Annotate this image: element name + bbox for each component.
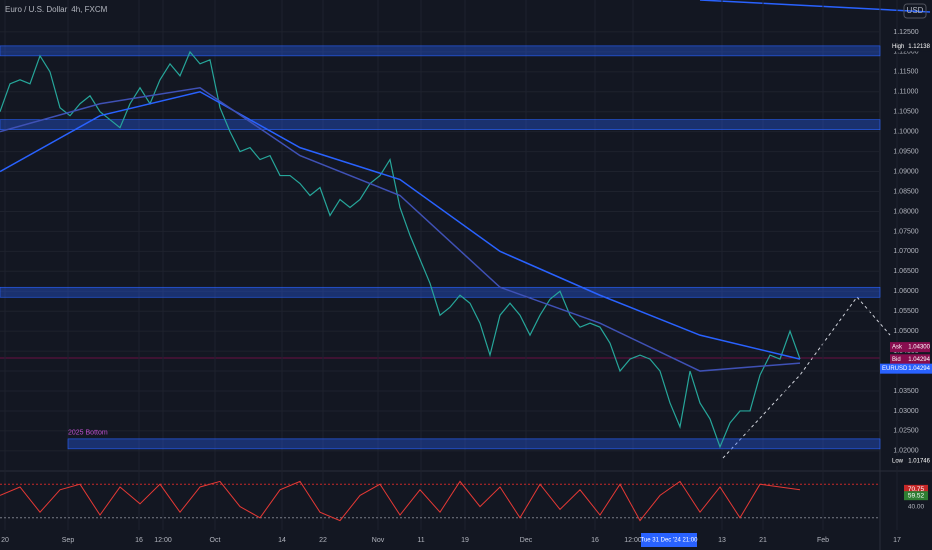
y-tick-label: 1.11500 (894, 69, 919, 76)
x-tick-label: 11 (417, 537, 424, 544)
x-tick-label: 21 (759, 537, 767, 544)
price-label-name: Low (892, 459, 904, 465)
osc-value-box (904, 484, 928, 494)
osc-value: 70.75 (908, 486, 925, 493)
price-label-value: 1.04294 (908, 366, 930, 372)
y-tick-label: 1.09500 (893, 148, 918, 155)
price-label-box (890, 354, 930, 365)
x-tick-label: Sep (62, 537, 75, 544)
price-label-name: Ask (892, 345, 903, 351)
price-label-value: 1.12138 (908, 44, 930, 50)
y-tick-label: 1.09000 (893, 168, 918, 175)
x-tick-label: 12:00 (154, 537, 172, 544)
x-tick-label: 17 (893, 537, 901, 544)
price-label-name: High (892, 44, 904, 50)
price-label-box (890, 455, 930, 466)
currency: USD (907, 6, 924, 15)
y-tick-label: 1.05500 (893, 308, 918, 315)
y-tick-label: 1.11000 (894, 89, 919, 96)
crosshair-box (641, 533, 697, 547)
price-label-value: 1.01746 (908, 459, 930, 465)
y-tick-label: 1.12500 (893, 29, 918, 36)
osc-tick-label: 40.00 (908, 503, 925, 510)
y-tick-label: 1.08500 (893, 188, 918, 195)
y-tick-label: 1.07500 (893, 228, 918, 235)
currency-box (903, 3, 927, 19)
price-label-box (880, 363, 932, 374)
y-tick-label: 1.10500 (893, 109, 918, 116)
crosshair-label: Tue 31 Dec '24 21:00 (641, 538, 699, 544)
x-tick-label: 19 (461, 537, 469, 544)
zone (0, 286, 881, 298)
x-tick-label: 14 (278, 537, 286, 544)
x-tick-label: 13 (718, 537, 726, 544)
y-tick-label: 1.07000 (893, 248, 918, 255)
moving-average (0, 90, 801, 360)
y-tick-label: 1.03500 (893, 388, 918, 395)
y-tick-label: 1.10000 (893, 129, 918, 136)
x-tick-label: 12:00 (624, 537, 642, 544)
y-tick-label: 1.06000 (893, 288, 918, 295)
y-tick-label: 1.12000 (893, 49, 918, 56)
x-tick-label: 16 (591, 537, 599, 544)
zone (0, 45, 881, 57)
price-label-box (890, 41, 930, 52)
osc-line (0, 480, 801, 522)
price-label-box (890, 342, 930, 353)
osc-value: 59.52 (908, 492, 925, 499)
trend-line (699, 0, 931, 13)
x-tick-label: Dec (520, 537, 533, 544)
price-label-name: EURUSD (882, 366, 908, 372)
y-tick-label: 1.08000 (893, 208, 918, 215)
x-tick-label: 20 (1, 537, 9, 544)
y-tick-label: 1.06500 (893, 268, 918, 275)
y-tick-label: 1.05000 (893, 328, 918, 335)
x-tick-label: Oct (210, 537, 221, 544)
projection (722, 296, 891, 459)
osc-value-box (904, 491, 928, 501)
moving-average (0, 86, 801, 372)
zone (0, 119, 881, 130)
y-tick-label: 1.03000 (893, 408, 918, 415)
y-tick-label: 1.02000 (893, 448, 918, 455)
chart-title: Euro / U.S. Dollar, 4h, FXCM (5, 5, 108, 14)
zone-label: 2025 Bottom (68, 430, 108, 437)
zone (67, 438, 881, 450)
x-tick-label: 16 (135, 537, 143, 544)
price-label-value: 1.04300 (908, 345, 930, 351)
price-label-name: Bid (892, 357, 901, 363)
x-tick-label: 22 (319, 537, 327, 544)
price-label-value: 1.04294 (908, 357, 930, 363)
x-tick-label: Nov (372, 537, 385, 544)
x-tick-label: Feb (817, 537, 829, 544)
y-tick-label: 1.02500 (893, 428, 918, 435)
